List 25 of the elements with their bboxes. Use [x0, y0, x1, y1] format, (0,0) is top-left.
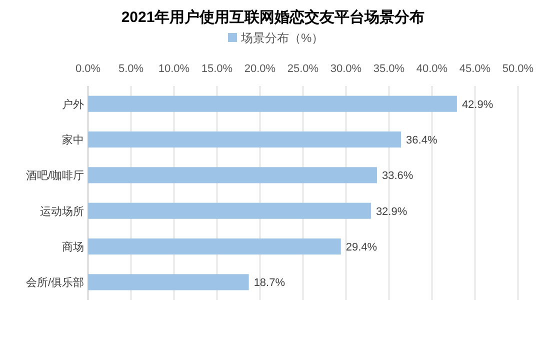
category-label: 运动场所: [40, 206, 84, 218]
data-label: 29.4%: [346, 242, 378, 254]
tick-label: 50.0%: [502, 63, 534, 75]
data-label: 42.9%: [462, 98, 494, 111]
category-label: 商场: [62, 242, 84, 254]
data-label: 33.6%: [382, 170, 414, 182]
title: 2021年用户使用互联网婚恋交友平台场景分布: [121, 9, 425, 26]
tick-label: 10.0%: [158, 63, 190, 75]
category-label: 酒吧/咖啡厅: [26, 170, 84, 182]
tick-label: 25.0%: [287, 63, 319, 75]
legend-label: 场景分布（%）: [241, 31, 324, 45]
tick-label: 15.0%: [201, 63, 233, 75]
category-label: 家中: [62, 134, 84, 146]
data-label: 32.9%: [376, 206, 408, 218]
data-label: 18.7%: [254, 277, 286, 290]
tick-label: 30.0%: [330, 63, 362, 75]
data-label: 36.4%: [406, 134, 438, 146]
tick-label: 5.0%: [118, 63, 144, 75]
tick-label: 20.0%: [244, 63, 276, 75]
tick-label: 45.0%: [459, 63, 491, 75]
tick-label: 40.0%: [416, 63, 448, 75]
tick-label: 35.0%: [373, 63, 405, 75]
category-label: 户外: [62, 98, 84, 111]
tick-label: 0.0%: [75, 63, 101, 75]
category-label: 会所/俱乐部: [26, 277, 84, 290]
